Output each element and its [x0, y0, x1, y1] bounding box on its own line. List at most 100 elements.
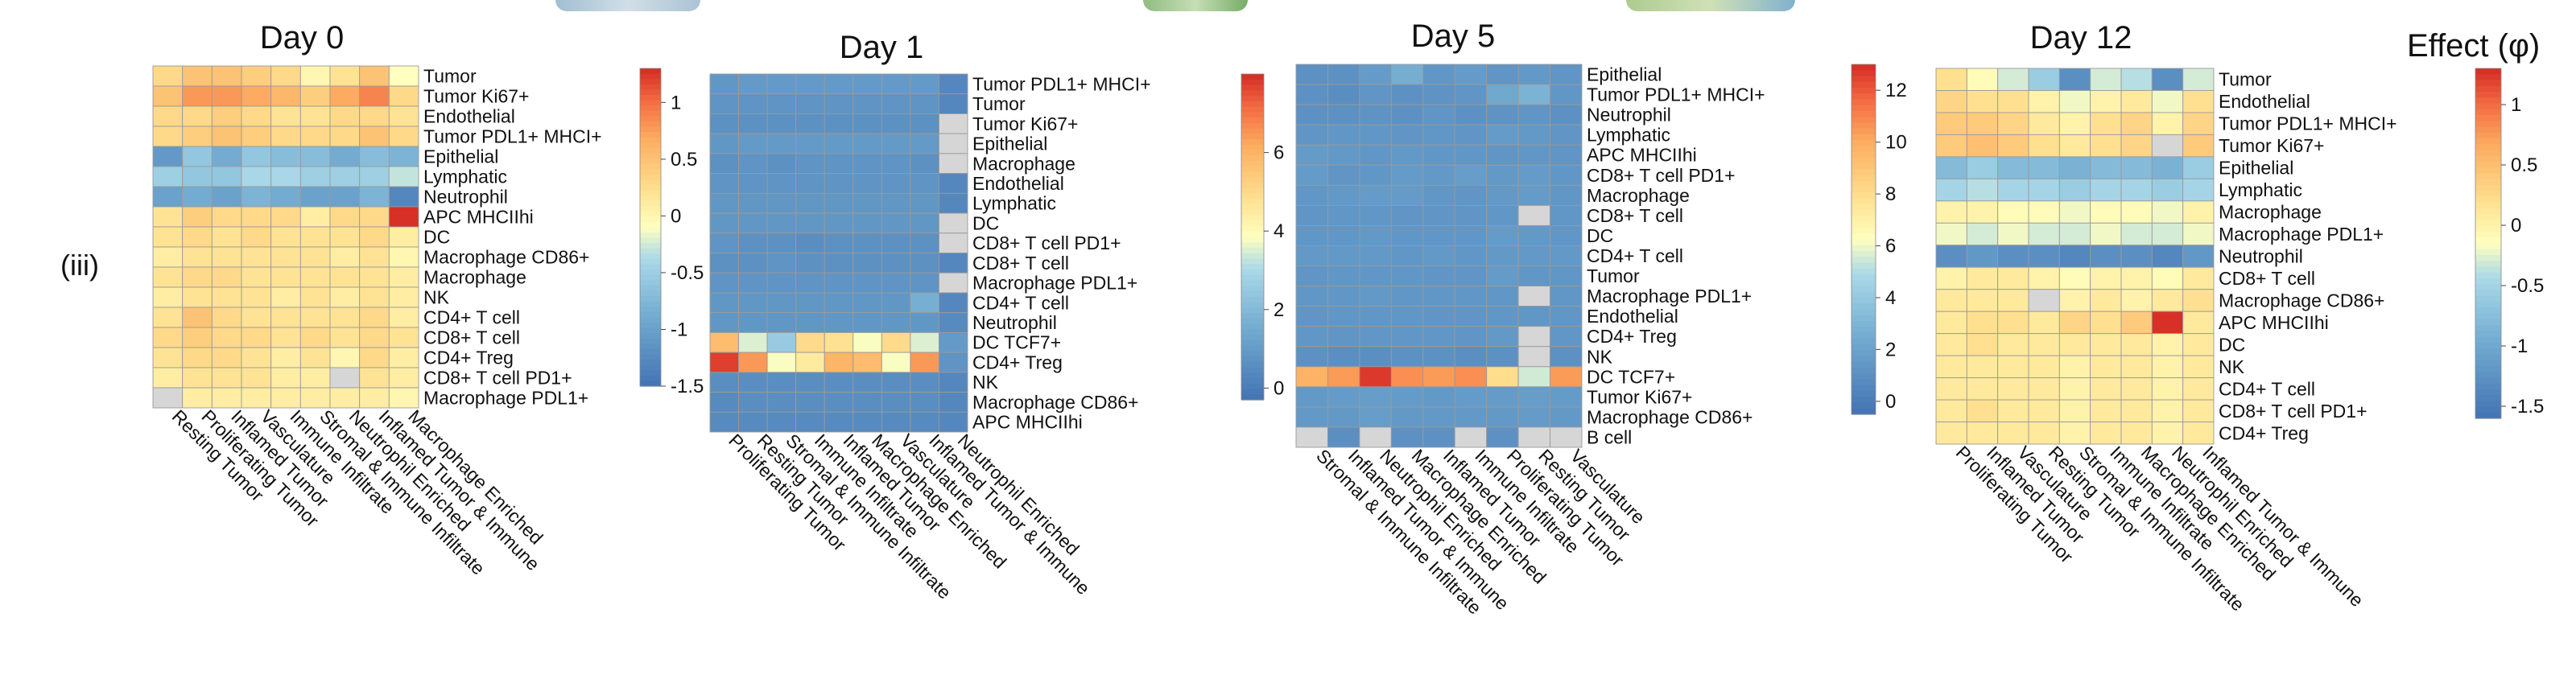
heatmap-cell	[241, 226, 272, 248]
heatmap-cell	[1997, 266, 2029, 290]
heatmap-cell	[766, 153, 797, 175]
heatmap-cell	[182, 65, 213, 87]
colorbar-segment	[1241, 339, 1264, 347]
heatmap-cell	[709, 93, 740, 114]
heatmap-cell	[1359, 306, 1392, 327]
colorbar-segment	[640, 206, 661, 212]
heatmap-cell	[2028, 112, 2060, 135]
heatmap-cell	[1486, 306, 1519, 327]
heatmap-cell	[824, 212, 854, 234]
colorbar-segment	[640, 248, 661, 255]
colorbar-segment	[2475, 103, 2501, 110]
heatmap-cell	[2182, 68, 2215, 91]
heatmap-cell	[1390, 84, 1424, 105]
heatmap-cell	[1422, 386, 1455, 408]
heatmap-cell	[1550, 306, 1583, 327]
heatmap-cell	[1997, 399, 2029, 422]
heatmap-cell	[766, 113, 797, 134]
heatmap-cell	[2182, 333, 2215, 356]
colorbar-segment	[1241, 209, 1264, 216]
colorbar-tick-label: 2	[1274, 299, 1284, 321]
heatmap-cell	[938, 73, 968, 95]
heatmap-cell	[388, 125, 419, 147]
heatmap-cell	[1966, 68, 1999, 91]
heatmap-cell	[359, 246, 390, 268]
heatmap-cell	[1966, 134, 1999, 158]
colorbar-segment	[1852, 175, 1876, 182]
heatmap-cell	[270, 347, 301, 368]
heatmap-cell	[910, 272, 939, 294]
heatmap-cell	[1422, 426, 1455, 448]
heatmap-cell	[1486, 124, 1519, 146]
heatmap-cell	[1966, 200, 1999, 224]
colorbar-segment	[1852, 93, 1876, 101]
heatmap-cell	[2151, 200, 2184, 224]
heatmap-cell	[241, 166, 272, 187]
heatmap-cell	[241, 387, 272, 409]
heatmap-cell	[1390, 406, 1424, 428]
heatmap-cell	[1327, 346, 1360, 368]
heatmap-cell	[709, 392, 740, 413]
colorbar-segment	[1241, 307, 1264, 314]
heatmap-cell	[2182, 222, 2215, 246]
heatmap-cell	[359, 367, 390, 389]
heatmap-cell	[2151, 289, 2184, 312]
row-label: Tumor	[423, 66, 477, 87]
heatmap-cell	[709, 133, 740, 154]
colorbar-tick-label: 1	[671, 92, 681, 113]
heatmap-cell	[910, 411, 939, 433]
heatmap-cell	[1935, 311, 1967, 335]
heatmap-cell	[1935, 156, 1967, 179]
heatmap-cell	[388, 226, 419, 248]
colorbar-segment	[640, 301, 661, 307]
colorbar-segment	[1241, 389, 1264, 395]
heatmap-cell	[1966, 399, 1999, 422]
heatmap-cell	[2151, 178, 2184, 202]
heatmap-cell	[938, 372, 968, 393]
heatmap-cell	[152, 105, 184, 127]
heatmap-cell	[2058, 333, 2091, 356]
heatmap-cell	[1295, 104, 1328, 125]
heatmap-cell	[938, 331, 968, 353]
heatmap-cell	[152, 347, 184, 368]
colorbar-segment	[1241, 166, 1264, 173]
heatmap-cell	[152, 186, 184, 208]
colorbar-segment	[1241, 226, 1264, 232]
heatmap-cell	[881, 272, 911, 294]
heatmap-cell	[910, 113, 939, 134]
heatmap-cell	[766, 411, 797, 433]
colorbar-segment	[2475, 377, 2501, 385]
heatmap-cell	[1454, 224, 1488, 246]
heatmap-cell	[738, 411, 768, 433]
colorbar-segment	[640, 364, 661, 371]
colorbar-segment	[640, 375, 661, 382]
heatmap-cell	[270, 286, 301, 308]
heatmap-cell	[211, 146, 242, 167]
colorbar-segment	[1241, 128, 1264, 134]
heatmap-cell	[795, 73, 825, 95]
heatmap-cell	[2058, 112, 2091, 135]
colorbar-segment	[640, 348, 661, 356]
heatmap-cell	[1966, 289, 1999, 312]
heatmap-cell	[1935, 178, 1967, 202]
heatmap-cell	[738, 331, 768, 353]
heatmap-cell	[2058, 422, 2091, 445]
colorbar-segment	[1852, 280, 1876, 287]
heatmap-cell	[1327, 184, 1360, 206]
heatmap-cell	[852, 253, 882, 274]
heatmap-cell	[1359, 386, 1392, 408]
heatmap-cell	[2090, 112, 2122, 135]
colorbar-tick-label: 6	[1885, 236, 1896, 257]
heatmap-cell	[766, 73, 797, 95]
heatmap-cell	[2120, 399, 2153, 422]
colorbar-segment	[640, 84, 661, 90]
heatmap-cell	[270, 186, 301, 208]
heatmap-cell	[359, 186, 390, 208]
colorbar-segment	[2475, 365, 2501, 372]
heatmap-cell	[795, 292, 825, 314]
heatmap-cell	[738, 272, 768, 294]
heatmap-cell	[1997, 68, 2029, 91]
heatmap-cell	[1486, 84, 1519, 105]
heatmap-cell	[152, 166, 184, 187]
heatmap-cell	[1550, 224, 1583, 246]
